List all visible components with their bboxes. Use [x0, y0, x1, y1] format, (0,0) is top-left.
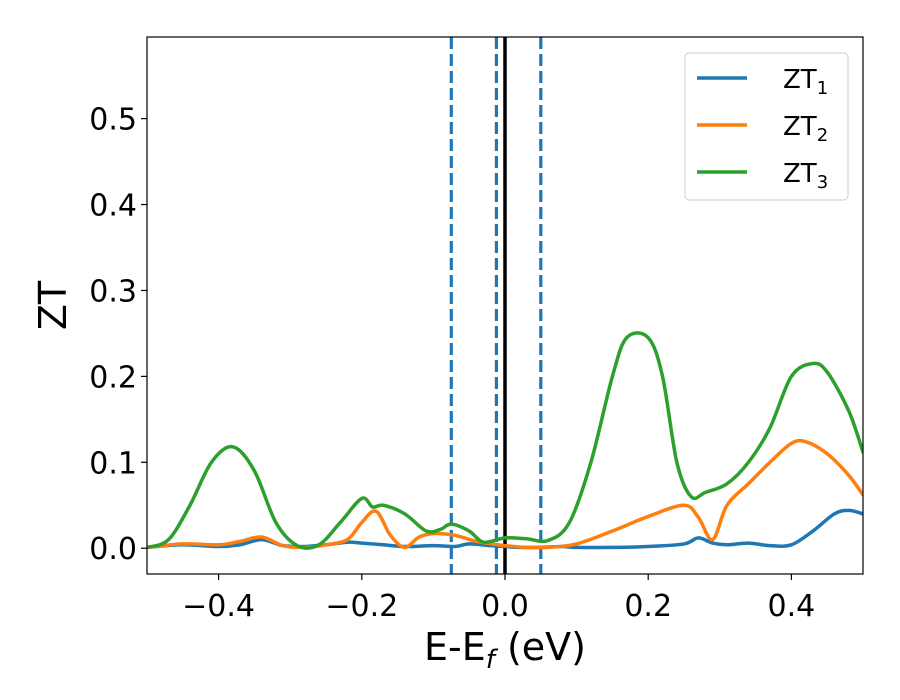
y-tick-label: 0.3	[89, 274, 137, 309]
x-axis-label-main: E-E	[424, 625, 486, 669]
legend-label-zt1: ZT1	[783, 65, 828, 99]
x-tick-label: 0.2	[624, 589, 672, 624]
tick-layer: −0.4 −0.2 0.0 0.2 0.4 0.0 0.1 0.2 0.3 0.4 0.5	[89, 103, 815, 624]
x-tick-label: 0.4	[768, 589, 816, 624]
x-tick-label: −0.4	[182, 589, 255, 624]
x-axis-label: E-Ef (eV)	[424, 625, 586, 675]
y-tick-label: 0.2	[89, 360, 137, 395]
x-tick-label: 0.0	[481, 589, 529, 624]
legend-box	[684, 52, 849, 201]
legend-label-zt2: ZT2	[783, 112, 828, 146]
y-tick-label: 0.5	[89, 103, 137, 138]
plot-area	[147, 37, 863, 574]
y-axis-label: ZT	[31, 280, 75, 330]
y-tick-label: 0.1	[89, 446, 137, 481]
y-tick-label: 0.4	[89, 189, 137, 224]
legend: ZT1 ZT2 ZT3	[684, 52, 849, 201]
x-axis-label-unit: (eV)	[495, 625, 586, 669]
y-tick-label: 0.0	[89, 532, 137, 567]
legend-label-zt3: ZT3	[783, 159, 828, 193]
series-line-zt3	[147, 331, 863, 550]
x-tick-label: −0.2	[325, 589, 398, 624]
